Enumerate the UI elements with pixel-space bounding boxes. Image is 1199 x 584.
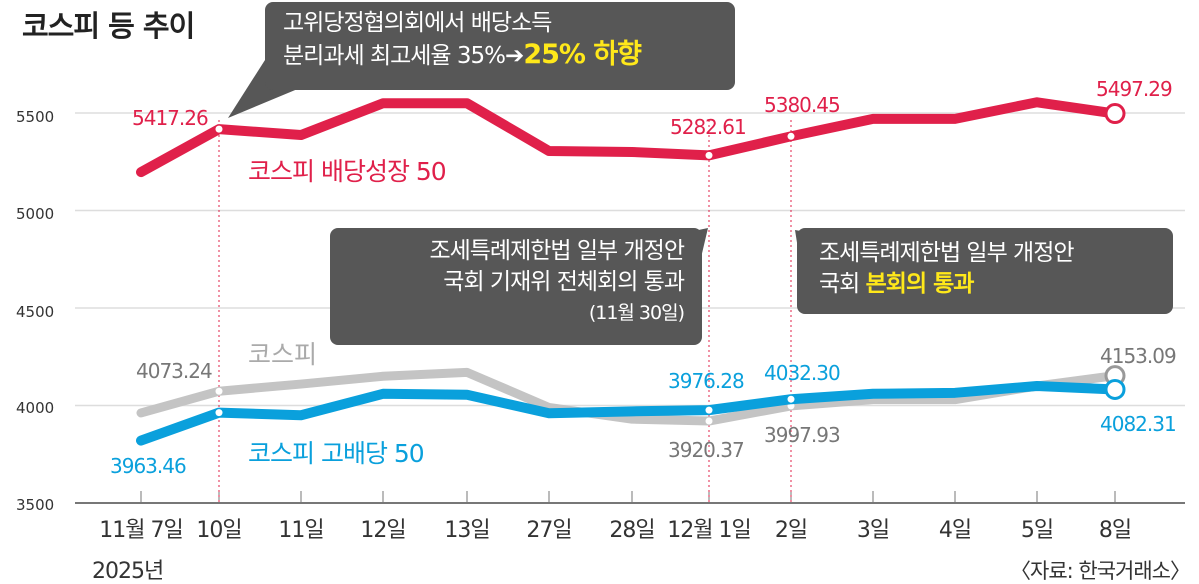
annotation-line: 조세특례제한법 일부 개정안 <box>429 238 685 264</box>
year-label: 2025년 <box>92 559 163 584</box>
annotation-line: 고위당정협의회에서 배당소득 <box>283 10 552 36</box>
x-tick-label: 3일 <box>857 518 889 543</box>
data-point <box>215 409 223 417</box>
source-label: 〈자료: 한국거래소〉 <box>1010 559 1190 583</box>
series-label-dividend-growth: 코스피 배당성장 50 <box>248 157 446 186</box>
data-point <box>215 125 223 133</box>
y-tick-5500: 5500 <box>16 108 54 126</box>
data-point <box>787 395 795 403</box>
data-point <box>705 417 713 425</box>
x-tick-label: 13일 <box>444 518 489 543</box>
x-tick-label: 8일 <box>1099 518 1131 543</box>
annotation-line: (11월 30일) <box>588 302 685 324</box>
data-label: 4073.24 <box>136 359 212 383</box>
x-tick-label: 12월 1일 <box>667 518 750 543</box>
annotation-line: 조세특례제한법 일부 개정안 <box>819 240 1075 266</box>
series-line <box>136 97 1120 178</box>
data-point <box>705 406 713 414</box>
end-point-marker <box>1104 103 1126 125</box>
data-point <box>705 151 713 159</box>
x-tick-label: 28일 <box>609 518 654 543</box>
x-tick-label: 10일 <box>196 518 241 543</box>
y-tick-5000: 5000 <box>16 205 54 223</box>
data-label: 3997.93 <box>764 423 840 447</box>
y-tick-3500: 3500 <box>16 496 54 514</box>
annotation-highlight: 25% 하향 <box>523 39 642 70</box>
data-label: 4082.31 <box>1100 412 1176 436</box>
data-label: 5417.26 <box>132 106 208 130</box>
annotation-text: 국회 <box>819 271 860 297</box>
data-label: 5497.29 <box>1096 77 1172 101</box>
chart-title: 코스피 등 추이 <box>22 9 194 43</box>
end-point-marker <box>1104 378 1126 400</box>
data-label: 4032.30 <box>764 361 840 385</box>
data-label: 4153.09 <box>1100 344 1176 368</box>
data-point <box>787 132 795 140</box>
annotation-plenary-pass: 조세특례제한법 일부 개정안 국회 본회의 통과 <box>797 228 1173 314</box>
data-label: 3920.37 <box>668 438 744 462</box>
y-tick-4500: 4500 <box>16 303 54 321</box>
x-tick-label: 11일 <box>278 518 323 543</box>
annotation-line: 분리과세 최고세율 35%➔25% 하향 <box>283 39 735 72</box>
x-tick-label: 11월 7일 <box>99 518 182 543</box>
annotation-committee-pass: 조세특례제한법 일부 개정안 국회 기재위 전체회의 통과 (11월 30일) <box>330 228 702 345</box>
annotation-dividend-tax-cut: 고위당정협의회에서 배당소득 분리과세 최고세율 35%➔25% 하향 <box>265 2 735 90</box>
series-line <box>136 367 1120 426</box>
x-tick-label: 5일 <box>1021 518 1053 543</box>
x-tick-label: 4일 <box>939 518 971 543</box>
annotation-text: 분리과세 최고세율 35% <box>283 43 506 69</box>
data-label: 5380.45 <box>764 93 840 117</box>
annotation-highlight: 본회의 통과 <box>865 271 975 297</box>
data-label: 5282.61 <box>670 115 746 139</box>
data-label: 3963.46 <box>110 454 186 478</box>
data-label: 3976.28 <box>668 369 744 393</box>
series-label-kospi: 코스피 <box>248 340 317 369</box>
annotation-line: 국회 본회의 통과 <box>819 269 1173 300</box>
x-tick-label: 27일 <box>526 518 571 543</box>
data-point <box>215 387 223 395</box>
series-label-high-dividend: 코스피 고배당 50 <box>248 439 424 468</box>
series-line <box>136 381 1120 446</box>
x-tick-label: 12일 <box>360 518 405 543</box>
x-tick-label: 2일 <box>775 518 807 543</box>
y-tick-4000: 4000 <box>16 399 54 417</box>
annotation-line: 국회 기재위 전체회의 통과 <box>443 269 685 295</box>
arrow-icon: ➔ <box>505 43 524 69</box>
